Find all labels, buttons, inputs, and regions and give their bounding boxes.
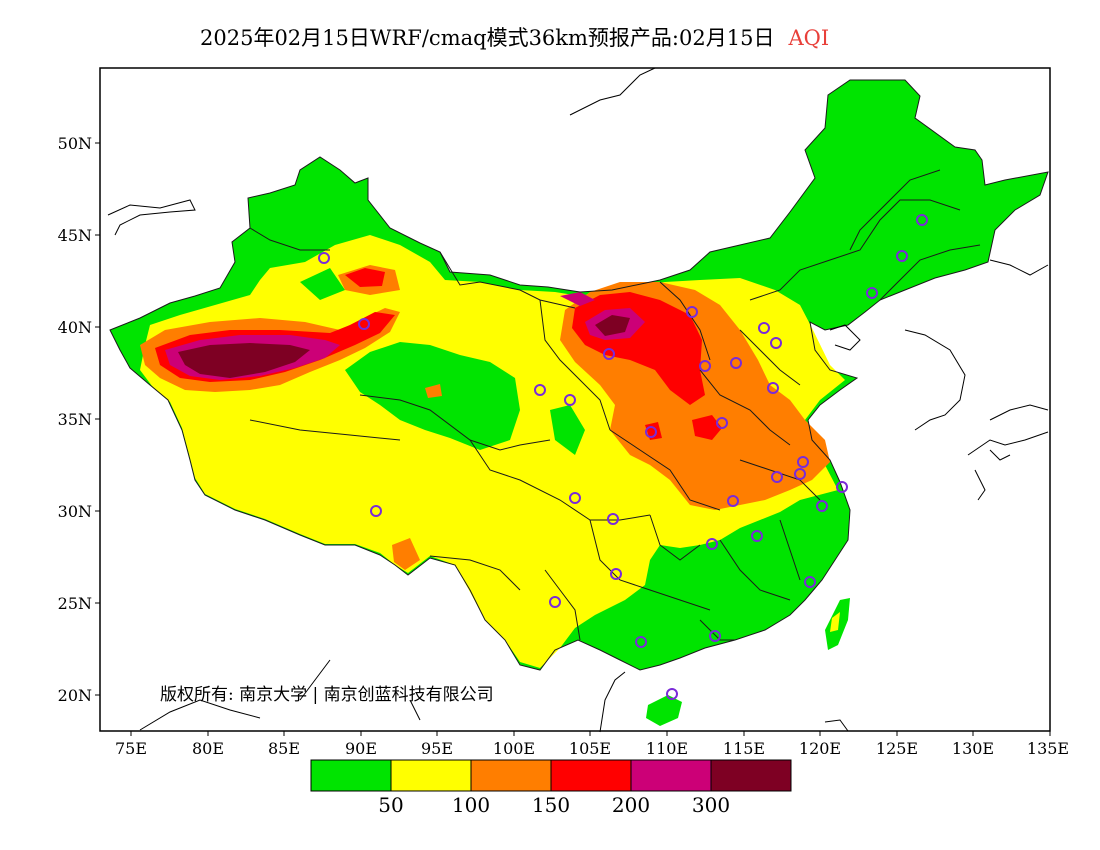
philippine-coast bbox=[824, 719, 849, 732]
station-marker bbox=[804, 576, 816, 588]
station-marker bbox=[706, 538, 718, 550]
legend-label: 300 bbox=[692, 793, 730, 817]
station-marker bbox=[358, 318, 370, 330]
purple-patch-top bbox=[560, 292, 595, 306]
station-marker bbox=[836, 481, 848, 493]
red-patch-henan bbox=[692, 415, 722, 440]
station-marker bbox=[794, 468, 806, 480]
hainan bbox=[646, 695, 682, 726]
station-marker bbox=[716, 417, 728, 429]
station-marker bbox=[534, 384, 546, 396]
station-marker bbox=[730, 357, 742, 369]
lon-label: 115E bbox=[723, 739, 765, 758]
station-marker bbox=[549, 596, 561, 608]
station-marker bbox=[607, 513, 619, 525]
russia-coast bbox=[107, 67, 656, 236]
lon-ticks bbox=[130, 731, 1051, 736]
lat-ticks bbox=[95, 142, 100, 696]
station-marker bbox=[564, 394, 576, 406]
plot-frame bbox=[99, 67, 1051, 732]
lat-label: 35N bbox=[58, 410, 92, 429]
lon-label: 95E bbox=[421, 739, 453, 758]
neighbor-coastlines bbox=[107, 67, 1049, 733]
station-markers bbox=[318, 214, 928, 700]
station-marker bbox=[758, 322, 770, 334]
bohai-coast bbox=[829, 324, 861, 351]
station-marker bbox=[635, 636, 647, 648]
copyright-text: 版权所有: 南京大学 | 南京创蓝科技有限公司 bbox=[160, 685, 494, 705]
orange-patch-small bbox=[425, 384, 442, 398]
station-marker bbox=[751, 530, 763, 542]
station-marker bbox=[603, 348, 615, 360]
legend-label: 100 bbox=[452, 793, 490, 817]
maroon-zone-north bbox=[595, 315, 630, 336]
orange-patch-south bbox=[392, 538, 420, 570]
legend-swatch-yellow bbox=[390, 759, 472, 792]
lon-label: 105E bbox=[569, 739, 611, 758]
lon-labels: 75E 80E 85E 90E 95E 100E 105E 110E 115E … bbox=[115, 739, 1069, 758]
station-marker bbox=[699, 360, 711, 372]
lat-label: 25N bbox=[58, 594, 92, 613]
vietnam-coast bbox=[599, 671, 626, 733]
lon-label: 120E bbox=[799, 739, 841, 758]
lon-label: 90E bbox=[345, 739, 377, 758]
station-marker bbox=[916, 214, 928, 226]
station-marker bbox=[686, 306, 698, 318]
lon-label: 135E bbox=[1027, 739, 1069, 758]
lon-label: 85E bbox=[268, 739, 300, 758]
legend-swatch-purple bbox=[630, 759, 712, 792]
boundaries bbox=[249, 169, 981, 641]
maroon-zone-west bbox=[178, 343, 310, 378]
title-variable: AQI bbox=[788, 26, 830, 50]
legend-label: 150 bbox=[532, 793, 570, 817]
japan-coast bbox=[967, 404, 1049, 501]
green-patch-sichuan bbox=[550, 405, 585, 455]
lat-label: 20N bbox=[58, 686, 92, 705]
taiwan-yellow bbox=[830, 612, 840, 632]
station-marker bbox=[767, 382, 779, 394]
legend-label: 200 bbox=[612, 793, 650, 817]
lon-label: 80E bbox=[192, 739, 224, 758]
lat-label: 40N bbox=[58, 318, 92, 337]
lat-labels: 50N 45N 40N 35N 30N 25N 20N bbox=[58, 134, 92, 705]
station-marker bbox=[770, 337, 782, 349]
station-marker bbox=[610, 568, 622, 580]
station-marker bbox=[816, 500, 828, 512]
station-marker bbox=[645, 426, 657, 438]
india-coast bbox=[139, 659, 421, 731]
lon-label: 100E bbox=[493, 739, 535, 758]
station-marker bbox=[866, 287, 878, 299]
station-marker bbox=[896, 250, 908, 262]
lat-label: 50N bbox=[58, 134, 92, 153]
legend-swatch-maroon bbox=[710, 759, 792, 792]
lon-label: 130E bbox=[952, 739, 994, 758]
station-marker bbox=[709, 630, 721, 642]
legend-swatch-green bbox=[310, 759, 392, 792]
legend-swatch-orange bbox=[470, 759, 552, 792]
legend-label: 50 bbox=[378, 793, 403, 817]
station-marker bbox=[666, 688, 678, 700]
lat-label: 45N bbox=[58, 226, 92, 245]
station-marker bbox=[569, 492, 581, 504]
legend-swatch-red bbox=[550, 759, 632, 792]
korea-japan-coast bbox=[904, 329, 966, 431]
station-marker bbox=[771, 471, 783, 483]
legend-labels: 50 100 150 200 300 bbox=[378, 793, 730, 817]
station-marker bbox=[797, 456, 809, 468]
station-marker bbox=[318, 252, 330, 264]
title-text: 2025年02月15日WRF/cmaq模式36km预报产品:02月15日 bbox=[200, 26, 775, 50]
station-marker bbox=[727, 495, 739, 507]
station-marker bbox=[370, 505, 382, 517]
lat-label: 30N bbox=[58, 502, 92, 521]
lon-label: 75E bbox=[115, 739, 147, 758]
map-title: 2025年02月15日WRF/cmaq模式36km预报产品:02月15日 AQI bbox=[200, 22, 829, 52]
lon-label: 110E bbox=[646, 739, 688, 758]
aqi-field bbox=[110, 80, 1048, 726]
lon-label: 125E bbox=[876, 739, 918, 758]
legend-colorbar bbox=[310, 759, 792, 792]
red-patch-tarim bbox=[345, 268, 385, 287]
green-patch-west bbox=[300, 268, 345, 300]
china-outline bbox=[109, 79, 1049, 671]
